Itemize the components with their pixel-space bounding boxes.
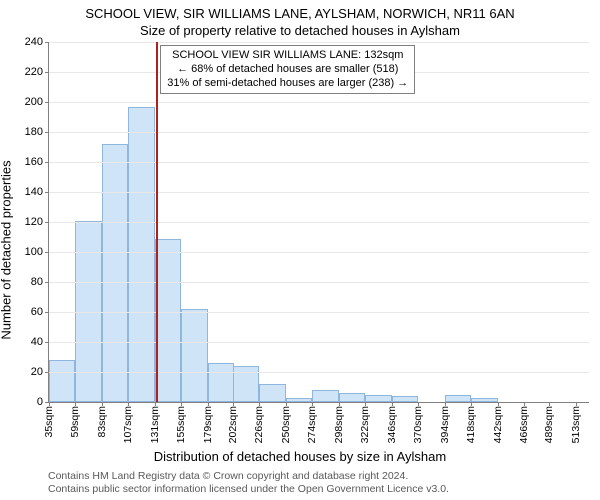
x-tick-label: 226sqm	[253, 406, 265, 443]
y-tick-label: 100	[25, 246, 43, 258]
y-tick-label: 240	[25, 36, 43, 48]
y-tick	[45, 372, 49, 373]
x-tick-label: 466sqm	[518, 406, 530, 443]
gridline	[49, 372, 589, 373]
y-tick-label: 160	[25, 156, 43, 168]
y-tick-label: 120	[25, 216, 43, 228]
y-tick-label: 200	[25, 96, 43, 108]
y-tick	[45, 342, 49, 343]
gridline	[49, 162, 589, 163]
gridline	[49, 342, 589, 343]
y-tick-label: 140	[25, 186, 43, 198]
gridline	[49, 42, 589, 43]
gridline	[49, 252, 589, 253]
x-tick-label: 298sqm	[333, 406, 345, 443]
histogram-bar	[181, 309, 207, 402]
histogram-bar	[128, 107, 154, 403]
y-tick-label: 180	[25, 126, 43, 138]
y-tick-label: 60	[31, 306, 43, 318]
y-tick-label: 40	[31, 336, 43, 348]
histogram-bar	[392, 396, 418, 402]
histogram-bar	[339, 393, 365, 402]
histogram-bar	[445, 395, 471, 403]
annotation-box: SCHOOL VIEW SIR WILLIAMS LANE: 132sqm← 6…	[160, 45, 415, 94]
gridline	[49, 192, 589, 193]
x-tick-label: 107sqm	[122, 406, 134, 443]
histogram-bar	[259, 384, 285, 402]
x-axis-label: Distribution of detached houses by size …	[0, 449, 600, 464]
y-tick	[45, 42, 49, 43]
y-tick	[45, 282, 49, 283]
x-tick-label: 442sqm	[492, 406, 504, 443]
y-tick	[45, 312, 49, 313]
figure: SCHOOL VIEW, SIR WILLIAMS LANE, AYLSHAM,…	[0, 0, 600, 500]
x-tick-label: 418sqm	[465, 406, 477, 443]
histogram-bar	[365, 395, 391, 403]
x-tick-label: 250sqm	[280, 406, 292, 443]
histogram-bar	[102, 144, 128, 402]
annotation-line-2: ← 68% of detached houses are smaller (51…	[167, 63, 408, 77]
y-tick-label: 80	[31, 276, 43, 288]
y-tick	[45, 72, 49, 73]
histogram-bar	[312, 390, 338, 402]
y-tick	[45, 102, 49, 103]
plot-area: 02040608010012014016018020022024035sqm59…	[48, 42, 589, 403]
x-tick-label: 59sqm	[69, 406, 81, 438]
x-tick-label: 202sqm	[227, 406, 239, 443]
y-tick-label: 220	[25, 66, 43, 78]
histogram-bar	[286, 398, 312, 403]
x-tick-label: 346sqm	[386, 406, 398, 443]
y-tick	[45, 222, 49, 223]
x-tick-label: 155sqm	[175, 406, 187, 443]
gridline	[49, 102, 589, 103]
y-tick	[45, 252, 49, 253]
x-tick-label: 179sqm	[202, 406, 214, 443]
annotation-line-3: 31% of semi-detached houses are larger (…	[167, 77, 408, 91]
histogram-bar	[208, 363, 234, 402]
x-tick-label: 489sqm	[543, 406, 555, 443]
histogram-bar	[155, 239, 181, 403]
histogram-bar	[471, 398, 497, 403]
gridline	[49, 132, 589, 133]
y-tick	[45, 192, 49, 193]
gridline	[49, 312, 589, 313]
y-axis-label: Number of detached properties	[0, 160, 14, 339]
footer-line-2: Contains public sector information licen…	[48, 483, 449, 495]
x-tick-label: 35sqm	[43, 406, 55, 438]
chart-title-1: SCHOOL VIEW, SIR WILLIAMS LANE, AYLSHAM,…	[0, 6, 600, 21]
histogram-bar	[49, 360, 75, 402]
chart-title-2: Size of property relative to detached ho…	[0, 23, 600, 38]
property-marker-line	[156, 42, 158, 402]
annotation-line-1: SCHOOL VIEW SIR WILLIAMS LANE: 132sqm	[167, 49, 408, 63]
y-tick	[45, 132, 49, 133]
x-tick-label: 394sqm	[439, 406, 451, 443]
x-tick-label: 131sqm	[149, 406, 161, 443]
gridline	[49, 222, 589, 223]
footer-line-1: Contains HM Land Registry data © Crown c…	[48, 470, 408, 482]
x-tick-label: 513sqm	[570, 406, 582, 443]
x-tick-label: 322sqm	[359, 406, 371, 443]
x-tick-label: 274sqm	[306, 406, 318, 443]
x-tick-label: 370sqm	[412, 406, 424, 443]
y-tick	[45, 162, 49, 163]
gridline	[49, 282, 589, 283]
y-tick-label: 20	[31, 366, 43, 378]
x-tick-label: 83sqm	[96, 406, 108, 438]
